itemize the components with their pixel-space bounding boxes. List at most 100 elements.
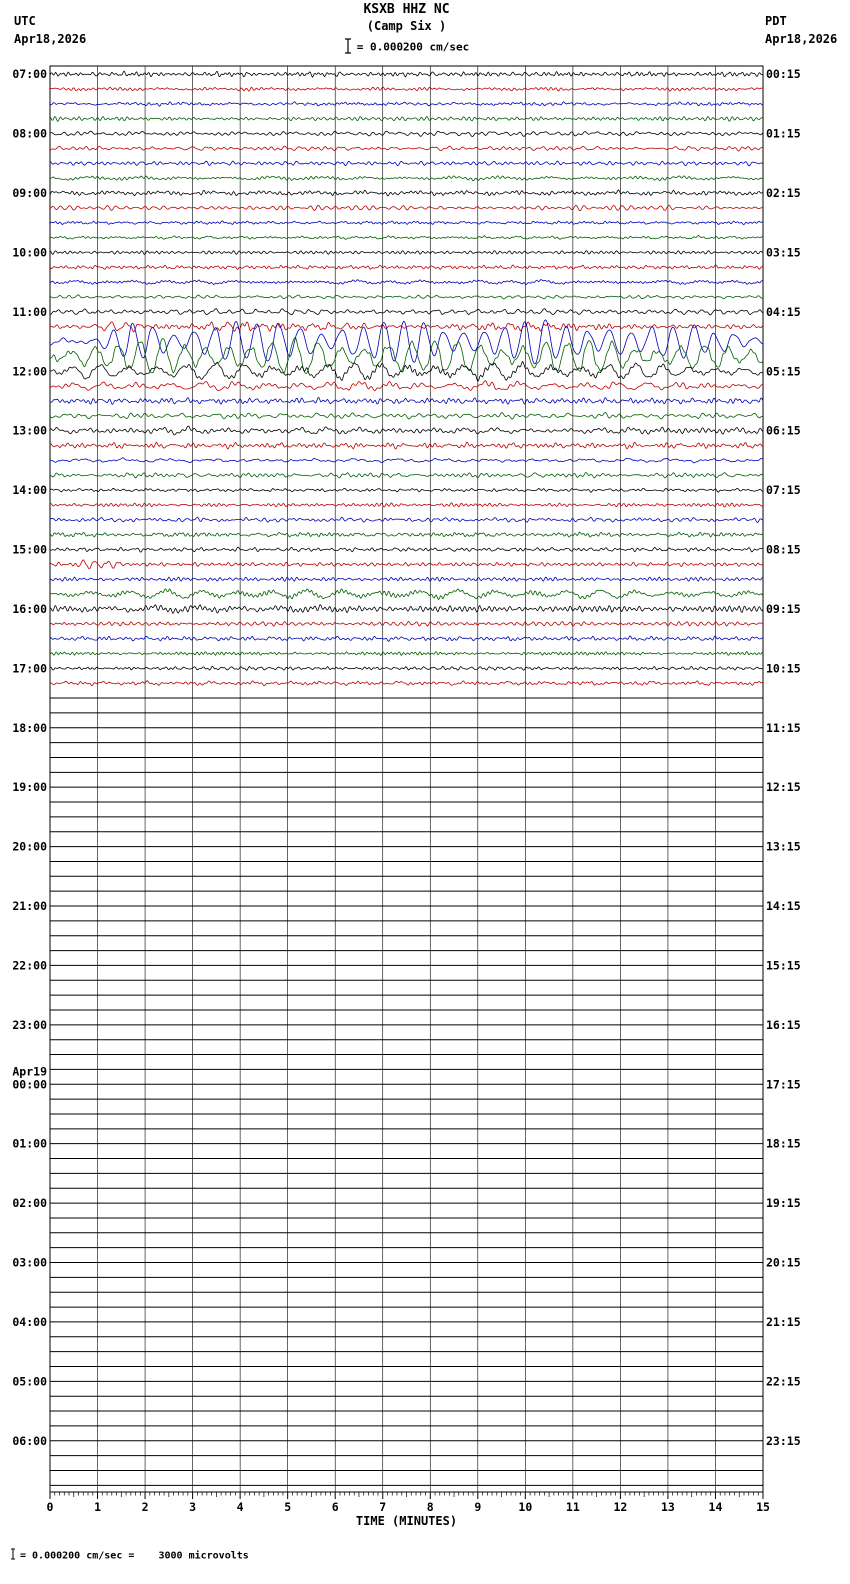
scale-label: = 0.000200 cm/sec <box>356 40 470 54</box>
pdt-hour-label: 22:15 <box>766 1374 801 1388</box>
seismic-trace-row <box>49 279 764 285</box>
pdt-hour-label: 10:15 <box>766 661 801 675</box>
utc-hour-label: 14:00 <box>12 483 47 497</box>
pdt-hour-label: 21:15 <box>766 1315 801 1329</box>
svg-text:8: 8 <box>427 1500 434 1514</box>
seismic-trace-row <box>49 308 764 316</box>
utc-hour-label: 07:00 <box>12 67 47 81</box>
svg-text:5: 5 <box>284 1500 291 1514</box>
pdt-hour-label: 04:15 <box>766 305 801 319</box>
pdt-hour-label: 16:15 <box>766 1018 801 1032</box>
utc-hour-label: 02:00 <box>12 1196 47 1210</box>
seismic-trace-row <box>49 116 764 122</box>
seismic-trace-row <box>49 472 764 479</box>
utc-hour-label: 12:00 <box>12 364 47 378</box>
seismic-trace-row <box>49 189 764 197</box>
seismic-trace-row <box>49 680 764 687</box>
footer-scale-note: = 0.000200 cm/sec = 3000 microvolts <box>6 1548 249 1563</box>
seismic-trace-row <box>49 457 764 464</box>
utc-hour-label: 22:00 <box>12 958 47 972</box>
utc-hour-label: 20:00 <box>12 840 47 854</box>
right-date-label: Apr18,2026 <box>765 32 838 46</box>
pdt-hour-label: 18:15 <box>766 1137 801 1151</box>
seismic-trace-row <box>49 487 764 493</box>
seismic-trace-row <box>49 604 764 614</box>
utc-hour-label: 00:00 <box>12 1077 47 1091</box>
page-title: KSXB HHZ NC <box>363 2 450 17</box>
seismic-trace-row <box>49 175 763 182</box>
svg-text:12: 12 <box>613 1500 627 1514</box>
svg-text:13: 13 <box>661 1500 675 1514</box>
svg-text:9: 9 <box>474 1500 481 1514</box>
seismic-trace-row <box>49 635 764 642</box>
utc-hour-label: 15:00 <box>12 543 47 557</box>
pdt-hour-label: 23:15 <box>766 1434 801 1448</box>
pdt-hour-label: 08:15 <box>766 543 801 557</box>
pdt-hour-label: 12:15 <box>766 780 801 794</box>
pdt-hour-label: 14:15 <box>766 899 801 913</box>
seismic-trace-row <box>49 337 764 374</box>
right-timezone-label: PDT <box>765 14 787 28</box>
pdt-hour-label: 02:15 <box>766 186 801 200</box>
station-subtitle: (Camp Six ) <box>366 19 447 33</box>
pdt-hour-label: 11:15 <box>766 721 801 735</box>
utc-hour-label: 06:00 <box>12 1434 47 1448</box>
utc-hour-label: 10:00 <box>12 245 47 259</box>
svg-text:11: 11 <box>566 1500 580 1514</box>
svg-text:14: 14 <box>709 1500 723 1514</box>
seismic-trace-row <box>49 264 764 270</box>
utc-hour-label: 11:00 <box>12 305 47 319</box>
svg-text:4: 4 <box>237 1500 244 1514</box>
seismic-trace-row <box>50 101 764 107</box>
pdt-hour-label: 03:15 <box>766 245 801 259</box>
utc-hour-label: 08:00 <box>12 127 47 141</box>
svg-text:2: 2 <box>142 1500 149 1514</box>
scale-bar-icon <box>344 38 352 57</box>
svg-text:15: 15 <box>756 1500 770 1514</box>
utc-hour-label: 01:00 <box>12 1137 47 1151</box>
seismic-trace-row <box>49 651 764 656</box>
utc-hour-label: 19:00 <box>12 780 47 794</box>
seismic-trace-row <box>49 441 764 450</box>
svg-text:7: 7 <box>379 1500 386 1514</box>
seismic-trace-row <box>49 576 764 582</box>
pdt-hour-label: 20:15 <box>766 1256 801 1270</box>
seismic-trace-row <box>49 220 764 225</box>
scale-bar-icon <box>10 1548 16 1563</box>
footer-scale-text: = 0.000200 cm/sec = 3000 microvolts <box>20 1550 249 1562</box>
seismic-trace-row <box>49 319 764 365</box>
svg-text:0: 0 <box>47 1500 54 1514</box>
utc-hour-label: 03:00 <box>12 1256 47 1270</box>
seismic-trace-row <box>49 70 764 78</box>
pdt-hour-label: 15:15 <box>766 958 801 972</box>
pdt-hour-label: 07:15 <box>766 483 801 497</box>
seismic-trace-row <box>49 130 764 137</box>
pdt-hour-label: 01:15 <box>766 127 801 141</box>
seismic-trace-row <box>49 516 764 523</box>
left-date-label: Apr18,2026 <box>14 32 87 46</box>
pdt-hour-label: 06:15 <box>766 424 801 438</box>
seismic-trace-row <box>49 412 764 420</box>
seismic-trace-row <box>49 588 764 600</box>
seismic-trace-row <box>49 361 763 382</box>
pdt-hour-label: 13:15 <box>766 840 801 854</box>
svg-text:10: 10 <box>518 1500 532 1514</box>
left-timezone-label: UTC <box>14 14 36 28</box>
x-axis-title: TIME (MINUTES) <box>355 1514 458 1528</box>
day-break-label: Apr19 <box>12 1064 47 1078</box>
seismic-trace-row <box>49 502 764 508</box>
svg-text:3: 3 <box>189 1500 196 1514</box>
seismic-trace-row <box>49 250 764 255</box>
seismic-trace-row <box>49 86 764 92</box>
utc-hour-label: 09:00 <box>12 186 47 200</box>
utc-hour-label: 23:00 <box>12 1018 47 1032</box>
seismic-trace-row <box>49 235 764 240</box>
seismic-trace-row <box>49 665 764 671</box>
utc-hour-label: 17:00 <box>12 661 47 675</box>
seismic-trace-row <box>49 294 764 300</box>
pdt-hour-label: 17:15 <box>766 1077 801 1091</box>
pdt-hour-label: 05:15 <box>766 364 801 378</box>
seismic-trace-row <box>49 559 764 570</box>
